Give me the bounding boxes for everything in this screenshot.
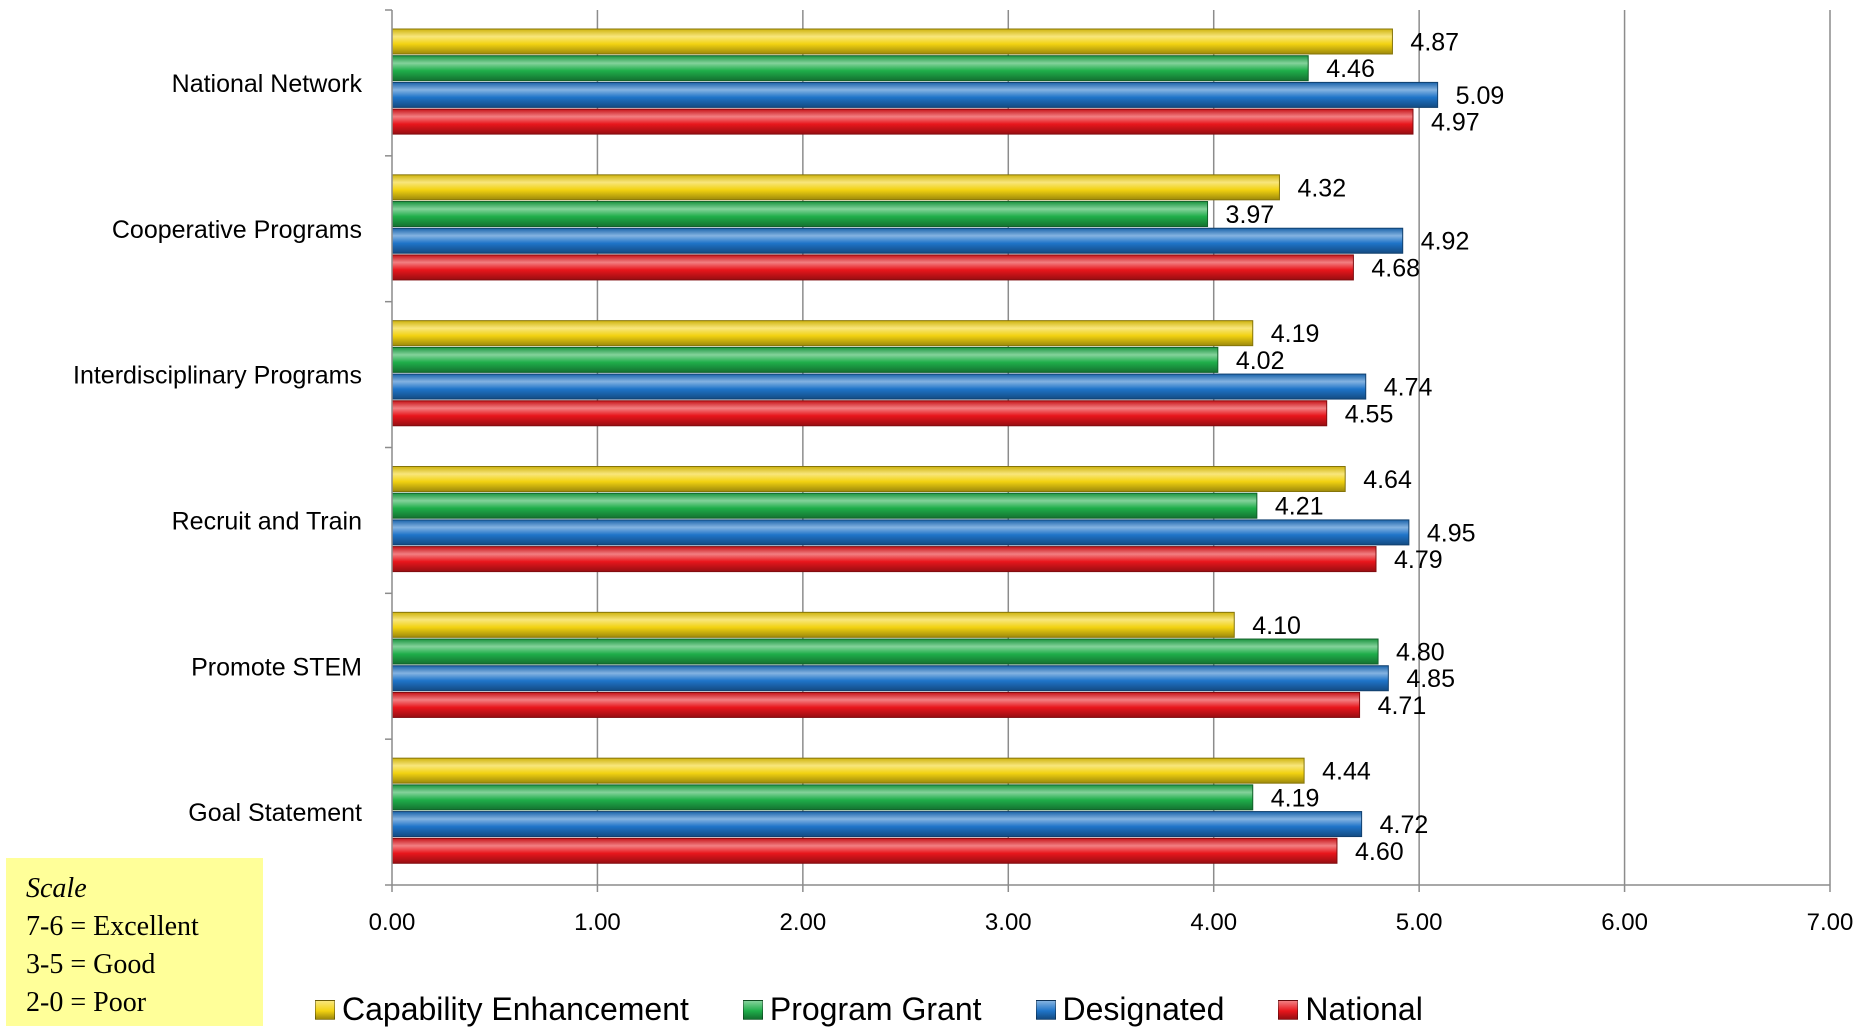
value-label-capability-enhancement-cooperative-programs: 4.32	[1297, 174, 1346, 202]
x-tick-label-4: 4.00	[1190, 909, 1237, 936]
bar-chart: 0.00 1.00 2.00 3.00 4.00 5.00 6.00 7.00 Goal Sta…	[73, 9, 1853, 937]
x-tick-label-7: 7.00	[1807, 909, 1854, 936]
x-tick-label-5: 5.00	[1396, 909, 1443, 936]
bar-designated-recruit-and-train	[391, 519, 1410, 546]
value-label-designated-recruit-and-train: 4.95	[1427, 519, 1476, 547]
legend-label-capability-enhancement: Capability Enhancement	[342, 991, 689, 1027]
value-label-national-interdisciplinary-programs: 4.55	[1345, 400, 1394, 428]
x-tick-label-0: 0.00	[369, 909, 416, 936]
value-label-designated-goal-statement: 4.72	[1380, 811, 1429, 839]
bar-program-grant-goal-statement	[391, 784, 1254, 811]
value-label-national-promote-stem: 4.71	[1378, 692, 1427, 720]
bar-program-grant-interdisciplinary-programs	[391, 346, 1219, 373]
category-label-national-network: National Network	[172, 70, 363, 98]
bar-national-promote-stem	[391, 691, 1361, 718]
legend-swatch-capability-enhancement	[315, 999, 335, 1020]
bar-national-national-network	[391, 108, 1414, 135]
bar-program-grant-recruit-and-train	[391, 492, 1258, 519]
bar-capability-enhancement-goal-statement	[391, 757, 1305, 784]
value-label-designated-promote-stem: 4.85	[1406, 665, 1455, 693]
bar-program-grant-promote-stem	[391, 638, 1379, 665]
value-label-designated-cooperative-programs: 4.92	[1421, 228, 1470, 256]
value-label-capability-enhancement-promote-stem: 4.10	[1252, 612, 1301, 640]
legend: Capability Enhancement Program Grant Des…	[315, 991, 1477, 1028]
bar-national-goal-statement	[391, 837, 1338, 864]
bar-program-grant-national-network	[391, 55, 1309, 82]
legend-swatch-designated	[1035, 999, 1056, 1020]
scale-line-good: 3-5 = Good	[26, 949, 156, 980]
legend-item-designated: Designated	[1035, 991, 1225, 1028]
category-label-interdisciplinary-programs: Interdisciplinary Programs	[73, 362, 362, 390]
bar-capability-enhancement-promote-stem	[391, 611, 1235, 638]
category-label-promote-stem: Promote STEM	[191, 653, 362, 681]
bar-designated-cooperative-programs	[391, 227, 1404, 254]
x-tick-label-2: 2.00	[779, 909, 826, 936]
category-label-goal-statement: Goal Statement	[188, 799, 362, 827]
value-label-national-national-network: 4.97	[1431, 109, 1480, 137]
scale-title: Scale	[26, 873, 87, 904]
legend-item-program-grant: Program Grant	[742, 991, 982, 1028]
value-label-capability-enhancement-national-network: 4.87	[1410, 29, 1459, 57]
bar-designated-interdisciplinary-programs	[391, 373, 1367, 400]
value-label-national-recruit-and-train: 4.79	[1394, 546, 1443, 574]
bar-program-grant-cooperative-programs	[391, 201, 1209, 228]
bar-designated-national-network	[391, 81, 1439, 108]
bar-national-recruit-and-train	[391, 546, 1377, 573]
scale-line-poor: 2-0 = Poor	[26, 987, 147, 1018]
bar-capability-enhancement-recruit-and-train	[391, 466, 1346, 492]
value-label-designated-interdisciplinary-programs: 4.74	[1384, 374, 1433, 402]
value-label-program-grant-cooperative-programs: 3.97	[1226, 201, 1275, 229]
labels: 0.00 1.00 2.00 3.00 4.00 5.00 6.00 7.00 Goal Sta…	[73, 29, 1853, 937]
x-tick-label-1: 1.00	[574, 909, 621, 936]
value-label-capability-enhancement-recruit-and-train: 4.64	[1363, 466, 1412, 494]
scale-box: Scale 7-6 = Excellent 3-5 = Good 2-0 = P…	[6, 858, 263, 1026]
value-label-national-cooperative-programs: 4.68	[1371, 254, 1420, 282]
value-label-program-grant-national-network: 4.46	[1326, 55, 1375, 83]
bar-designated-goal-statement	[391, 811, 1363, 838]
value-label-program-grant-interdisciplinary-programs: 4.02	[1236, 347, 1285, 375]
value-label-program-grant-recruit-and-train: 4.21	[1275, 493, 1324, 521]
gridlines	[596, 10, 1831, 885]
bar-national-interdisciplinary-programs	[391, 400, 1328, 427]
scale-line-excellent: 7-6 = Excellent	[26, 911, 199, 942]
value-label-program-grant-promote-stem: 4.80	[1396, 639, 1445, 667]
bar-capability-enhancement-national-network	[391, 28, 1393, 55]
legend-item-capability-enhancement: Capability Enhancement	[315, 991, 689, 1028]
bar-designated-promote-stem	[391, 665, 1389, 692]
x-tick-label-6: 6.00	[1601, 909, 1648, 936]
category-label-cooperative-programs: Cooperative Programs	[112, 216, 362, 244]
bars	[391, 28, 1439, 864]
x-tick-label-3: 3.00	[985, 909, 1032, 936]
value-label-national-goal-statement: 4.60	[1355, 838, 1404, 866]
legend-label-program-grant: Program Grant	[769, 991, 982, 1027]
category-label-recruit-and-train: Recruit and Train	[172, 507, 362, 535]
bar-capability-enhancement-interdisciplinary-programs	[391, 320, 1254, 347]
value-label-program-grant-goal-statement: 4.19	[1271, 784, 1320, 812]
value-label-capability-enhancement-goal-statement: 4.44	[1322, 758, 1371, 786]
legend-label-national: National	[1305, 991, 1423, 1027]
legend-item-national: National	[1278, 991, 1423, 1028]
axes	[385, 9, 1831, 892]
legend-swatch-national	[1278, 999, 1299, 1020]
legend-label-designated: Designated	[1062, 991, 1225, 1027]
value-label-designated-national-network: 5.09	[1456, 82, 1505, 110]
bar-capability-enhancement-cooperative-programs	[391, 174, 1280, 201]
value-label-capability-enhancement-interdisciplinary-programs: 4.19	[1271, 320, 1320, 348]
bar-national-cooperative-programs	[391, 254, 1354, 281]
legend-swatch-program-grant	[742, 999, 763, 1020]
